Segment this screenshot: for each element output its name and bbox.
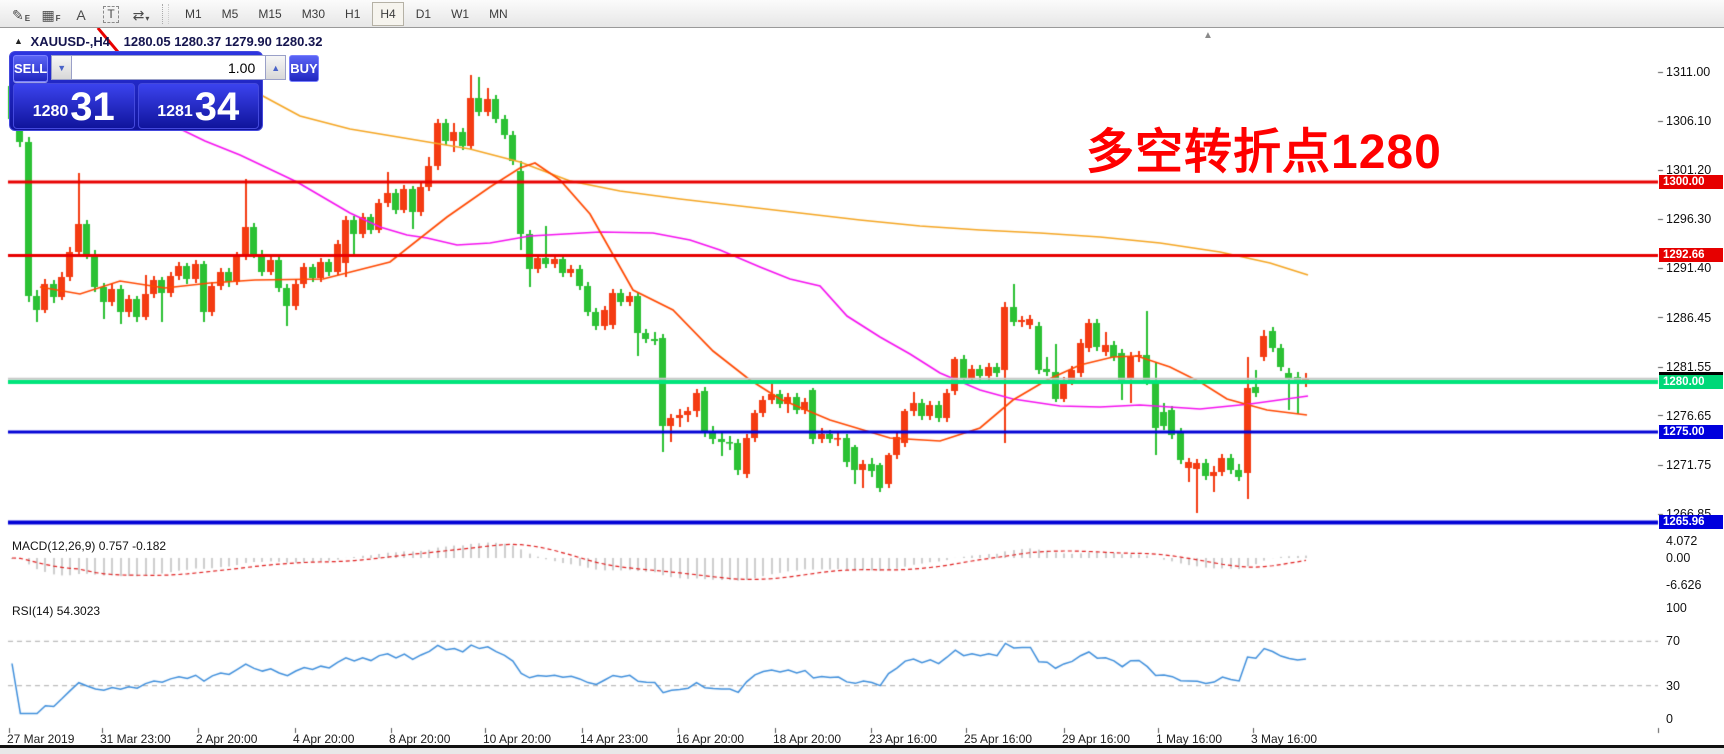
toolbar-separator (162, 3, 169, 24)
ask-main: 1281 (157, 103, 193, 120)
rsi-tick-label: 100 (1666, 601, 1687, 615)
rsi-tick-label: 0 (1666, 712, 1673, 726)
ask-price-tile[interactable]: 1281 34 (137, 83, 259, 129)
price-level-badge: 1275.00 (1659, 425, 1723, 439)
bid-pips: 31 (70, 85, 115, 129)
volume-stepper: ▼ ▲ (51, 55, 287, 80)
date-tick-label: 2 Apr 20:00 (196, 732, 258, 746)
volume-increase-icon[interactable]: ▲ (265, 55, 287, 80)
symbol-title: XAUUSD-,H4 (30, 34, 111, 49)
chart-annotation-text: 多空转折点1280 (1086, 126, 1442, 179)
timeframe-button-d1[interactable]: D1 (415, 6, 432, 21)
timeframe-button-w1[interactable]: W1 (451, 6, 470, 21)
date-tick-label: 29 Apr 16:00 (1062, 732, 1131, 746)
timeframe-button-h4[interactable]: H4 (372, 1, 404, 26)
volume-decrease-icon[interactable]: ▼ (51, 55, 73, 80)
date-tick-label: 1 May 16:00 (1156, 732, 1223, 746)
macd-tick-label: -6.626 (1666, 578, 1702, 593)
price-tick-label: 1281.55 (1666, 359, 1712, 374)
arrows-icon[interactable]: ⇄ ▾ (132, 6, 150, 23)
window-bottom-gap (0, 748, 1724, 754)
price-tick-label: 1296.30 (1666, 212, 1712, 226)
window-bottom-border (0, 745, 1724, 748)
date-tick-label: 4 Apr 20:00 (293, 732, 355, 746)
text-box-icon[interactable]: T (97, 3, 125, 25)
rsi-tick-label: 70 (1666, 634, 1680, 649)
text-label-icon[interactable]: A (76, 6, 86, 23)
price-tick-label: 1276.65 (1666, 408, 1712, 423)
price-level-badge: 1265.96 (1659, 515, 1723, 530)
date-tick-label: 10 Apr 20:00 (483, 732, 552, 746)
bid-main: 1280 (32, 103, 69, 120)
date-tick-label: 16 Apr 20:00 (676, 732, 745, 746)
sell-button[interactable]: SELL (13, 55, 49, 82)
price-tick-label: 1301.20 (1666, 163, 1712, 177)
scroll-to-end-icon[interactable]: ▲ (1203, 30, 1213, 41)
chart-header: ▲ XAUUSD-,H4 1280.05 1280.37 1279.90 128… (14, 34, 322, 49)
volume-input[interactable] (72, 55, 266, 80)
rsi-label: RSI(14) 54.3023 (12, 604, 101, 618)
date-tick-label: 18 Apr 20:00 (773, 732, 842, 746)
drawing-toolbar: ✎ E ▦ F A T ⇄ ▾ (6, 3, 156, 25)
date-tick-label: 8 Apr 20:00 (389, 732, 451, 746)
price-level-badge: 1300.00 (1659, 175, 1723, 189)
date-tick-label: 25 Apr 16:00 (964, 732, 1033, 746)
date-tick-label: 31 Mar 23:00 (100, 732, 171, 746)
one-click-trade-panel: SELL ▼ ▲ BUY 1280 31 1281 34 (9, 51, 319, 131)
timeframe-button-m1[interactable]: M1 (185, 6, 202, 21)
toolbar: ✎ E ▦ F A T ⇄ ▾ M1 M5 M15 M30 H1 H4 D1 W1 MN (0, 0, 1724, 28)
timeframe-button-h1[interactable]: H1 (345, 6, 361, 21)
date-tick-label: 27 Mar 2019 (7, 732, 75, 746)
price-tick-label: 1291.40 (1666, 261, 1712, 275)
rsi-tick-label: 30 (1666, 678, 1680, 693)
symbol-marker-icon: ▲ (14, 36, 23, 46)
macd-tick-label: 4.072 (1666, 534, 1698, 549)
grid-f-icon[interactable]: ▦ F (41, 6, 61, 23)
date-tick-label: 3 May 16:00 (1251, 732, 1318, 746)
price-tick-label: 1306.10 (1666, 114, 1712, 128)
bid-price-tile[interactable]: 1280 31 (13, 83, 135, 129)
timeframe-button-m5[interactable]: M5 (221, 6, 239, 21)
timeframe-button-mn[interactable]: MN (489, 6, 508, 21)
ask-pips: 34 (194, 85, 240, 129)
price-level-badge: 1280.00 (1659, 375, 1723, 389)
ohlc-values: 1280.05 1280.37 1279.90 1280.32 (123, 34, 323, 49)
price-tick-label: 1311.00 (1666, 65, 1711, 79)
date-tick-label: 23 Apr 16:00 (869, 732, 938, 746)
price-tick-label: 1286.45 (1666, 310, 1712, 325)
price-level-badge: 1292.66 (1659, 248, 1723, 263)
draw-lines-e-icon[interactable]: ✎ E (11, 6, 31, 23)
buy-button[interactable]: BUY (289, 55, 319, 82)
date-tick-label: 14 Apr 23:00 (580, 732, 649, 746)
timeframe-button-m15[interactable]: M15 (258, 6, 282, 21)
timeframe-button-m30[interactable]: M30 (301, 6, 326, 21)
price-tick-label: 1271.75 (1666, 457, 1712, 472)
macd-tick-label: 0.00 (1666, 551, 1691, 565)
timeframe-toolbar: M1 M5 M15 M30 H1 H4 D1 W1 MN (175, 1, 518, 26)
macd-label: MACD(12,26,9) 0.757 -0.182 (12, 539, 167, 553)
